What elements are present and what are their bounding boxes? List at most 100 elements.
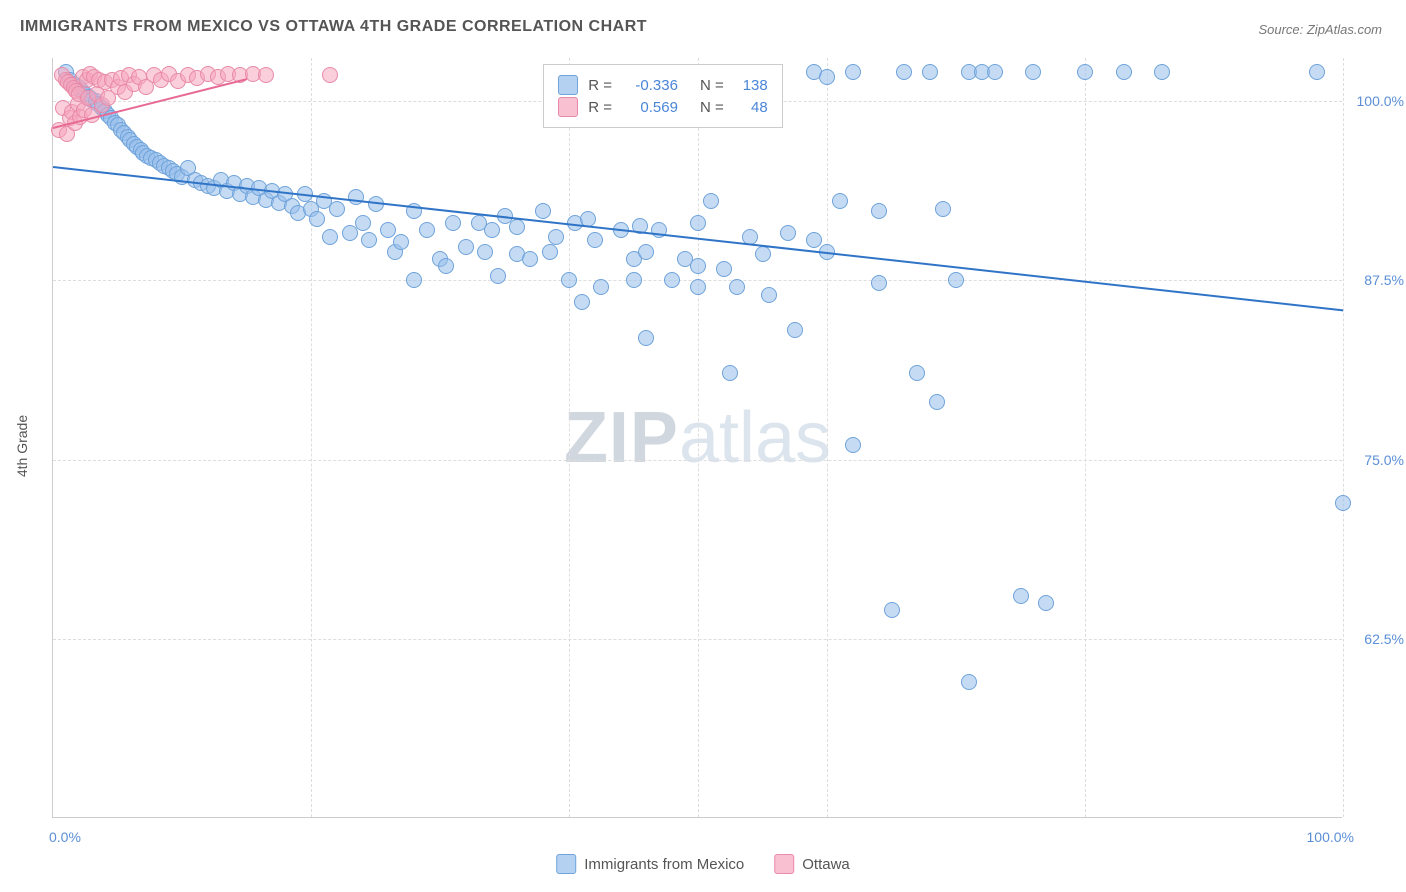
plot-area: ZIPatlas R = -0.336 N = 138 R = 0.569 N = 48 0.… <box>52 58 1342 818</box>
data-point <box>1013 588 1029 604</box>
bottom-legend-item: Immigrants from Mexico <box>556 854 744 874</box>
data-point <box>535 203 551 219</box>
data-point <box>935 201 951 217</box>
data-point <box>258 67 274 83</box>
data-point <box>690 258 706 274</box>
data-point <box>761 287 777 303</box>
data-point <box>593 279 609 295</box>
x-tick-right: 100.0% <box>1307 829 1354 845</box>
data-point <box>574 294 590 310</box>
data-point <box>393 234 409 250</box>
stats-legend-row: R = -0.336 N = 138 <box>558 75 768 95</box>
data-point <box>477 244 493 260</box>
data-point <box>722 365 738 381</box>
data-point <box>729 279 745 295</box>
data-point <box>322 229 338 245</box>
data-point <box>929 394 945 410</box>
data-point <box>819 69 835 85</box>
r-value: -0.336 <box>622 77 678 94</box>
chart-container: IMMIGRANTS FROM MEXICO VS OTTAWA 4TH GRA… <box>0 0 1406 892</box>
y-tick-label: 87.5% <box>1364 272 1404 288</box>
watermark-part1: ZIP <box>564 398 679 478</box>
n-value: 48 <box>734 99 768 116</box>
data-point <box>909 365 925 381</box>
legend-swatch <box>558 75 578 95</box>
data-point <box>1154 64 1170 80</box>
r-value: 0.569 <box>622 99 678 116</box>
data-point <box>309 211 325 227</box>
data-point <box>1025 64 1041 80</box>
data-point <box>690 215 706 231</box>
data-point <box>542 244 558 260</box>
gridline-v <box>569 58 570 817</box>
gridline-v <box>827 58 828 817</box>
data-point <box>490 268 506 284</box>
data-point <box>548 229 564 245</box>
data-point <box>329 201 345 217</box>
stats-legend: R = -0.336 N = 138 R = 0.569 N = 48 <box>543 64 783 128</box>
data-point <box>438 258 454 274</box>
y-tick-label: 62.5% <box>1364 631 1404 647</box>
data-point <box>845 437 861 453</box>
data-point <box>948 272 964 288</box>
legend-swatch <box>556 854 576 874</box>
data-point <box>355 215 371 231</box>
source-label: Source: ZipAtlas.com <box>1258 22 1382 37</box>
legend-label: Immigrants from Mexico <box>584 856 744 873</box>
gridline-v <box>311 58 312 817</box>
data-point <box>638 330 654 346</box>
data-point <box>871 275 887 291</box>
legend-swatch <box>558 97 578 117</box>
data-point <box>587 232 603 248</box>
data-point <box>896 64 912 80</box>
data-point <box>1116 64 1132 80</box>
data-point <box>703 193 719 209</box>
y-tick-label: 100.0% <box>1357 93 1404 109</box>
data-point <box>638 244 654 260</box>
data-point <box>845 64 861 80</box>
data-point <box>922 64 938 80</box>
n-value: 138 <box>734 77 768 94</box>
gridline-v <box>1085 58 1086 817</box>
data-point <box>832 193 848 209</box>
data-point <box>1038 595 1054 611</box>
data-point <box>787 322 803 338</box>
n-label: N = <box>700 77 724 94</box>
data-point <box>690 279 706 295</box>
data-point <box>522 251 538 267</box>
data-point <box>884 602 900 618</box>
stats-legend-row: R = 0.569 N = 48 <box>558 97 768 117</box>
data-point <box>445 215 461 231</box>
y-axis-title: 4th Grade <box>14 415 30 477</box>
gridline-v <box>698 58 699 817</box>
data-point <box>961 674 977 690</box>
watermark-part2: atlas <box>679 398 831 478</box>
data-point <box>987 64 1003 80</box>
y-tick-label: 75.0% <box>1364 452 1404 468</box>
r-label: R = <box>588 99 612 116</box>
legend-label: Ottawa <box>802 856 850 873</box>
n-label: N = <box>700 99 724 116</box>
data-point <box>419 222 435 238</box>
data-point <box>361 232 377 248</box>
data-point <box>484 222 500 238</box>
bottom-legend-item: Ottawa <box>774 854 850 874</box>
legend-swatch <box>774 854 794 874</box>
x-tick-left: 0.0% <box>49 829 81 845</box>
data-point <box>1335 495 1351 511</box>
data-point <box>322 67 338 83</box>
data-point <box>871 203 887 219</box>
data-point <box>509 219 525 235</box>
data-point <box>561 272 577 288</box>
data-point <box>1077 64 1093 80</box>
data-point <box>406 272 422 288</box>
data-point <box>780 225 796 241</box>
gridline-v <box>1343 58 1344 817</box>
bottom-legend: Immigrants from Mexico Ottawa <box>556 854 850 874</box>
data-point <box>755 246 771 262</box>
chart-title: IMMIGRANTS FROM MEXICO VS OTTAWA 4TH GRA… <box>20 18 647 36</box>
r-label: R = <box>588 77 612 94</box>
data-point <box>1309 64 1325 80</box>
data-point <box>716 261 732 277</box>
data-point <box>626 272 642 288</box>
